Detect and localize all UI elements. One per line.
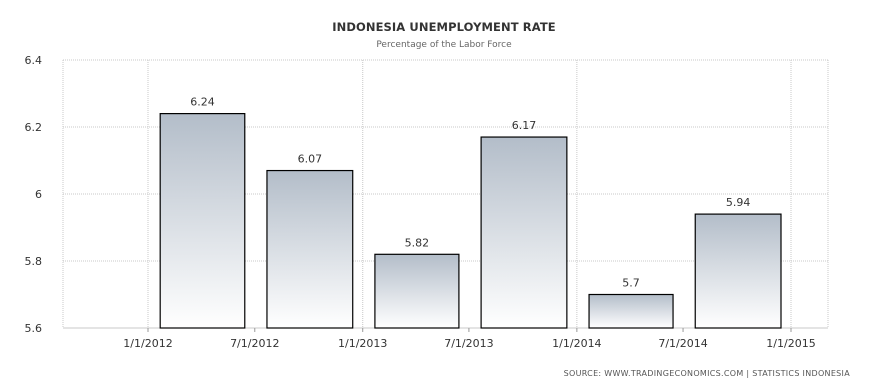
x-tick-label: 7/1/2014	[658, 337, 707, 350]
data-label: 6.17	[512, 119, 537, 132]
y-tick-label: 5.8	[25, 255, 43, 268]
bar[interactable]	[694, 213, 782, 329]
chart-title: INDONESIA UNEMPLOYMENT RATE	[332, 20, 556, 34]
data-label: 5.94	[726, 196, 751, 209]
y-axis: 6.4 6.2 6 5.8 5.6	[25, 54, 43, 335]
bars	[159, 112, 782, 329]
data-label: 6.07	[298, 153, 323, 166]
bar[interactable]	[374, 253, 460, 329]
bar[interactable]	[266, 169, 354, 329]
bar[interactable]	[480, 136, 568, 329]
data-label: 5.82	[405, 236, 430, 249]
y-tick-label: 6	[35, 188, 42, 201]
y-tick-label: 6.2	[25, 121, 43, 134]
x-tick-label: 1/1/2013	[338, 337, 387, 350]
data-labels: 6.24 6.07 5.82 6.17 5.7 5.94	[190, 96, 750, 290]
y-tick-label: 5.6	[25, 322, 43, 335]
data-label: 5.7	[622, 277, 640, 290]
x-tick-label: 1/1/2014	[552, 337, 601, 350]
x-tick-label: 7/1/2013	[444, 337, 493, 350]
source-note: SOURCE: WWW.TRADINGECONOMICS.COM | STATI…	[563, 369, 850, 378]
x-axis: 1/1/2012 7/1/2012 1/1/2013 7/1/2013 1/1/2014…	[123, 328, 816, 350]
data-label: 6.24	[190, 96, 215, 109]
x-tick-label: 7/1/2012	[230, 337, 279, 350]
x-tick-label: 1/1/2012	[123, 337, 172, 350]
x-tick-label: 1/1/2015	[766, 337, 815, 350]
y-tick-label: 6.4	[25, 54, 43, 67]
bar[interactable]	[159, 112, 246, 329]
bar[interactable]	[588, 293, 674, 329]
chart-subtitle: Percentage of the Labor Force	[376, 40, 512, 50]
